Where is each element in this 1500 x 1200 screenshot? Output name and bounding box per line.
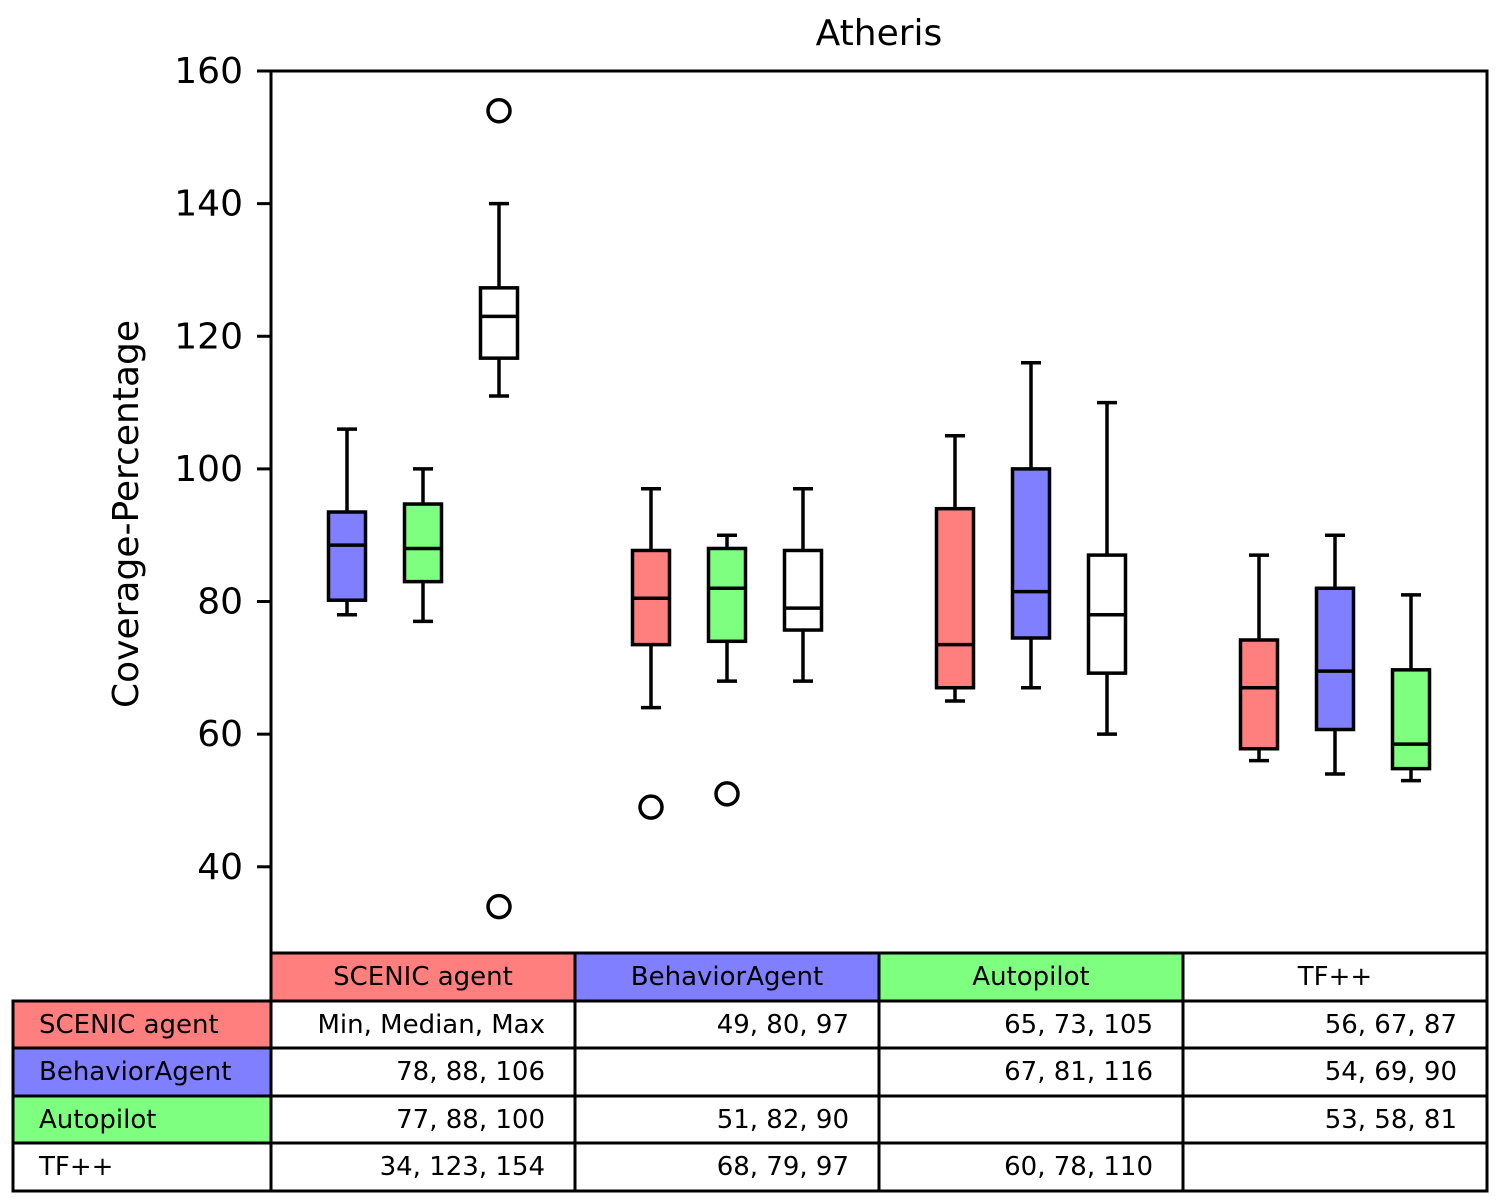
box-body (478, 286, 520, 360)
box-autopilot-vs-behavioragent (1010, 361, 1052, 690)
box-body (1314, 586, 1356, 732)
table-row-header-label: BehaviorAgent (39, 1057, 231, 1087)
box-series (326, 98, 1432, 920)
box-body (402, 502, 444, 584)
table-col-header: Autopilot (877, 951, 1185, 1003)
table-header-cell (1181, 951, 1489, 1003)
table-header-cell (877, 951, 1185, 1003)
box-scenic-agent-vs-behavioragent (326, 427, 368, 617)
table-row: Autopilot 77, 88, 100 51, 82, 90 53, 58, 81 (11, 1094, 1489, 1145)
table-cell (1181, 999, 1489, 1050)
y-tick-label: 60 (197, 714, 243, 755)
table-row-header-cell (11, 1141, 273, 1193)
table-row-header-label: TF++ (38, 1152, 113, 1182)
table-row: BehaviorAgent 78, 88, 106 67, 81, 116 54, 6… (11, 1046, 1489, 1098)
table-cell-value: 49, 80, 97 (717, 1010, 849, 1040)
table-cell-value: 34, 123, 154 (380, 1152, 545, 1182)
table-header-label: SCENIC agent (333, 962, 513, 992)
table-row-header-label: SCENIC agent (39, 1010, 219, 1040)
table-cell (573, 999, 881, 1050)
box-body (782, 548, 824, 632)
table-row-header-label: Autopilot (39, 1105, 156, 1135)
box-body (1010, 467, 1052, 640)
box-scenic-agent-vs-autopilot (402, 467, 444, 624)
table-col-header: BehaviorAgent (573, 951, 881, 1003)
table-cell (1181, 1094, 1489, 1145)
table-cell-value: 77, 88, 100 (396, 1105, 545, 1135)
table-cell-value: 67, 81, 116 (1004, 1057, 1153, 1087)
outlier-point (486, 893, 512, 920)
chart-title: Atheris (816, 13, 943, 54)
box-body (934, 506, 976, 690)
table-header-label: TF++ (1297, 962, 1372, 992)
table-cell (269, 1141, 577, 1193)
table-cell-value: Min, Median, Max (317, 1010, 545, 1040)
table-cell (877, 1094, 1185, 1145)
y-axis-label: Coverage-Percentage (106, 320, 147, 708)
table-row-header-cell (11, 999, 273, 1050)
table-cell (1181, 1046, 1489, 1098)
table-col-header: SCENIC agent (269, 951, 577, 1003)
box-behavioragent-vs-scenic-agent (630, 487, 672, 820)
table-cell (1181, 1141, 1489, 1193)
box-body (326, 510, 368, 602)
box-tf--vs-scenic-agent (1238, 553, 1280, 763)
table-row-header-cell (11, 1094, 273, 1145)
table-row-header-cell (11, 1046, 273, 1098)
table-cell-value: 53, 58, 81 (1325, 1105, 1457, 1135)
y-tick-label: 80 (197, 582, 243, 623)
table-cell-value: 65, 73, 105 (1004, 1010, 1153, 1040)
box-body (1390, 668, 1432, 771)
box-tf--vs-behavioragent (1314, 533, 1356, 776)
table-cell-value: 68, 79, 97 (717, 1152, 849, 1182)
box-tf--vs-autopilot (1390, 593, 1432, 783)
box-autopilot-vs-tf- (1086, 400, 1128, 736)
table-cell-value: 54, 69, 90 (1325, 1057, 1457, 1087)
table-row: TF++ 34, 123, 154 68, 79, 97 60, 78, 110 (11, 1141, 1489, 1193)
table-header-label: Autopilot (972, 962, 1089, 992)
box-behavioragent-vs-autopilot (706, 533, 748, 807)
table-cell (573, 1094, 881, 1145)
outlier-point (638, 794, 664, 820)
outlier-point (714, 781, 740, 807)
table-cell (573, 1046, 881, 1098)
y-tick-label: 120 (174, 316, 243, 357)
outlier-point (486, 98, 512, 124)
table-cell-value: 78, 88, 106 (396, 1057, 545, 1087)
y-axis-ticks: 40 60 80 100 120 140 160 (174, 51, 271, 888)
table-cell-value: 56, 67, 87 (1325, 1010, 1457, 1040)
table-header-label: BehaviorAgent (631, 962, 823, 992)
table-cell (877, 1141, 1185, 1193)
table-cell (269, 999, 577, 1050)
table-col-header: TF++ (1181, 951, 1489, 1003)
y-tick-label: 160 (174, 51, 243, 92)
y-tick-label: 100 (174, 449, 243, 490)
box-body (1238, 638, 1280, 751)
table-cell-value: 60, 78, 110 (1004, 1152, 1153, 1182)
box-autopilot-vs-scenic-agent (934, 433, 976, 703)
box-scenic-agent-vs-tf- (478, 98, 520, 920)
y-tick-label: 40 (197, 847, 243, 888)
table-cell-value: 51, 82, 90 (717, 1105, 849, 1135)
stats-table: SCENIC agent BehaviorAgent Autopilot TF++ SC… (11, 951, 1489, 1193)
box-behavioragent-vs-tf- (782, 487, 824, 683)
plot-frame (269, 69, 1489, 955)
box-body (706, 546, 748, 644)
y-tick-label: 140 (174, 184, 243, 225)
table-row: SCENIC agent Min, Median, Max 49, 80, 97 65… (11, 999, 1489, 1050)
